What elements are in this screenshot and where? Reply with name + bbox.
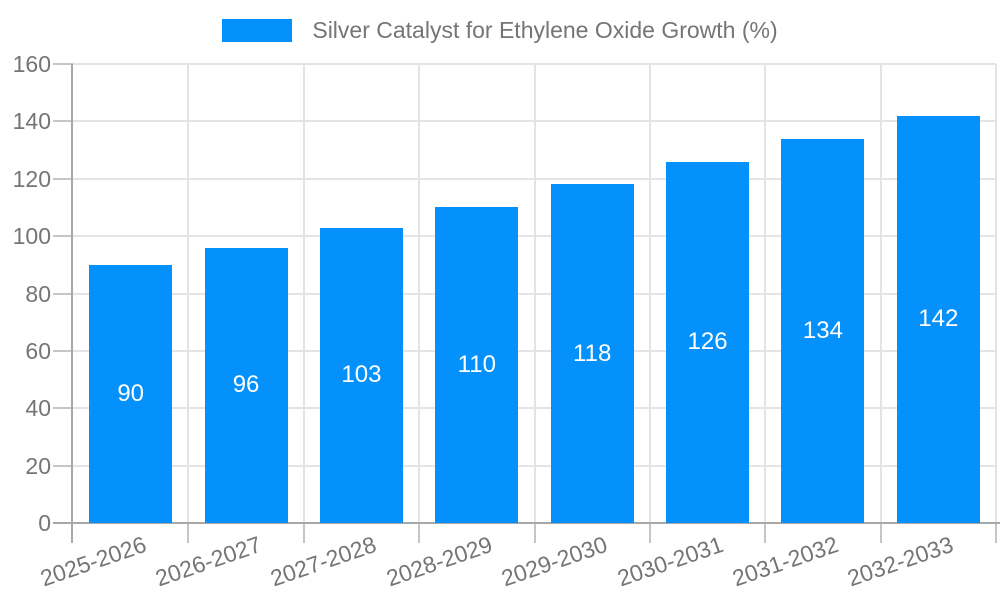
x-axis-tick-label: 2031-2032 — [728, 531, 842, 592]
y-axis-tick-label: 40 — [25, 395, 51, 422]
bar-2029-2030[interactable]: 118 — [550, 184, 634, 523]
y-tick-mark — [53, 292, 73, 295]
bar-value-label: 90 — [117, 379, 145, 407]
x-gridline — [879, 64, 882, 523]
x-tick-mark — [995, 523, 997, 543]
x-tick-mark — [187, 523, 190, 543]
y-axis-tick-label: 100 — [12, 223, 51, 250]
x-axis-tick-label: 2028-2029 — [382, 531, 496, 592]
x-axis-line — [53, 522, 1000, 524]
bar-2025-2026[interactable]: 90 — [89, 264, 173, 523]
y-tick-mark — [53, 63, 73, 65]
x-axis-tick-label: 2029-2030 — [498, 531, 611, 592]
x-gridline — [302, 64, 305, 523]
x-tick-mark — [418, 523, 421, 543]
bar-value-label: 126 — [687, 328, 728, 356]
y-axis-line — [71, 64, 73, 543]
x-axis-tick-label: 2025-2026 — [36, 531, 150, 592]
y-tick-mark — [53, 407, 73, 410]
x-tick-mark — [879, 523, 882, 543]
y-axis-tick-label: 120 — [12, 165, 51, 192]
x-tick-mark — [648, 523, 651, 543]
x-gridline — [648, 64, 651, 523]
bar-2032-2033[interactable]: 142 — [896, 115, 980, 523]
y-tick-mark — [53, 177, 73, 180]
x-tick-mark — [764, 523, 767, 543]
bar-2027-2028[interactable]: 103 — [319, 227, 403, 523]
y-axis-tick-label: 140 — [12, 108, 51, 135]
y-tick-mark — [53, 349, 73, 352]
x-gridline — [995, 64, 997, 523]
bar-value-label: 96 — [232, 371, 260, 399]
x-axis-tick-label: 2026-2027 — [152, 531, 265, 592]
y-axis-tick-label: 160 — [12, 51, 51, 77]
y-axis-tick-label: 0 — [38, 510, 51, 536]
legend-swatch-icon — [222, 18, 293, 42]
x-tick-mark — [302, 523, 305, 543]
x-axis-tick-label: 2032-2033 — [844, 531, 957, 592]
x-gridline — [533, 64, 536, 523]
bar-value-label: 118 — [573, 339, 612, 367]
x-gridline — [187, 64, 190, 523]
y-tick-mark — [53, 235, 73, 238]
bar-2026-2027[interactable]: 96 — [204, 247, 288, 523]
y-axis-tick-label: 60 — [25, 337, 51, 364]
y-axis-tick-label: 80 — [25, 280, 51, 307]
x-gridline — [418, 64, 421, 523]
x-gridline — [764, 64, 767, 523]
x-tick-mark — [533, 523, 536, 543]
y-tick-mark — [53, 120, 73, 123]
x-axis-tick-label: 2030-2031 — [613, 531, 727, 592]
y-tick-mark — [53, 464, 73, 467]
bar-value-label: 142 — [918, 305, 959, 333]
bar-value-label: 110 — [457, 351, 496, 379]
bar-2031-2032[interactable]: 134 — [781, 138, 865, 523]
bar-2028-2029[interactable]: 110 — [435, 207, 519, 523]
x-axis-tick-label: 2027-2028 — [267, 531, 380, 592]
y-axis-tick-label: 20 — [25, 452, 51, 479]
legend-label: Silver Catalyst for Ethylene Oxide Growt… — [312, 17, 778, 43]
bar-value-label: 103 — [341, 361, 382, 389]
bar-2030-2031[interactable]: 126 — [666, 161, 750, 523]
chart-legend[interactable]: Silver Catalyst for Ethylene Oxide Growt… — [0, 15, 1000, 45]
bar-value-label: 134 — [802, 316, 843, 344]
